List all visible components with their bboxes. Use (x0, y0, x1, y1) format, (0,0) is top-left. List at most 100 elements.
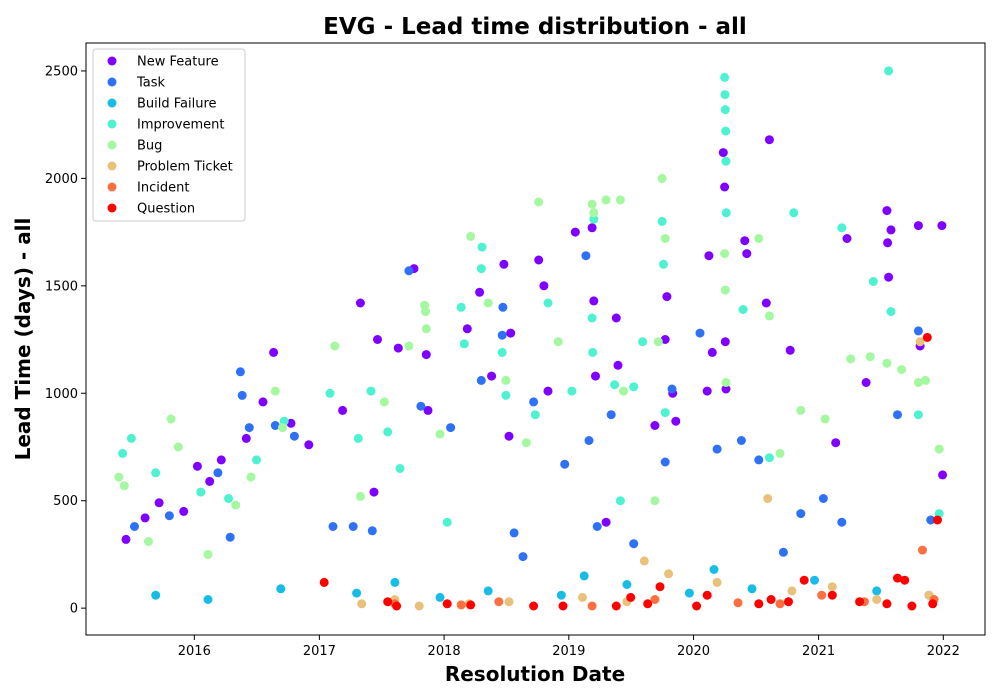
legend-marker (107, 140, 117, 150)
data-point (789, 208, 799, 218)
data-point (721, 378, 731, 387)
legend: New Feature Task Build Failure Improvement B… (92, 48, 246, 222)
data-point (506, 328, 516, 338)
data-point (319, 577, 329, 587)
legend-label: Bug (137, 139, 162, 154)
data-point (121, 534, 131, 544)
data-point (900, 575, 910, 585)
data-point (761, 298, 771, 308)
plot-frame (85, 42, 986, 636)
data-point (144, 537, 153, 546)
y-tick-label: 0 (70, 602, 78, 617)
data-point (720, 249, 730, 259)
data-point (328, 522, 338, 531)
data-point (660, 457, 670, 467)
data-point (487, 371, 497, 381)
data-point (775, 599, 785, 609)
data-point (660, 335, 670, 344)
data-point (754, 234, 764, 243)
data-point (539, 281, 549, 291)
data-point (842, 234, 852, 243)
data-point (379, 397, 389, 407)
data-point (655, 582, 665, 592)
data-point (587, 223, 597, 233)
data-point (154, 498, 164, 508)
data-point (882, 206, 892, 216)
data-point (933, 515, 942, 525)
data-point (423, 405, 433, 415)
data-point (721, 156, 731, 166)
data-point (907, 601, 917, 611)
data-point (707, 347, 717, 357)
legend-marker (107, 182, 117, 192)
data-point (456, 600, 466, 610)
data-point (650, 421, 660, 430)
data-point (592, 522, 602, 531)
data-point (818, 494, 828, 503)
data-point (462, 324, 472, 334)
data-point (720, 72, 730, 82)
data-point (543, 298, 553, 308)
data-point (166, 414, 176, 424)
data-point (173, 442, 183, 452)
data-point (501, 390, 511, 400)
data-point (886, 225, 896, 235)
data-point (499, 259, 509, 269)
data-point (119, 481, 129, 491)
data-point (289, 431, 299, 441)
data-point (897, 365, 907, 375)
data-point (736, 436, 746, 445)
data-point (601, 195, 611, 205)
data-point (720, 90, 730, 100)
data-point (241, 433, 251, 443)
data-point (720, 182, 730, 192)
legend-marker (107, 98, 117, 108)
legend-label: Problem Ticket (137, 160, 233, 175)
data-point (764, 311, 774, 321)
data-point (702, 590, 712, 600)
data-point (392, 601, 402, 611)
data-point (237, 390, 247, 400)
data-point (629, 382, 639, 392)
data-point (504, 431, 514, 441)
data-point (664, 569, 674, 579)
data-point (494, 597, 504, 607)
data-point (747, 584, 757, 594)
data-point (775, 448, 785, 458)
legend-label: Task (136, 76, 166, 91)
data-point (764, 453, 774, 463)
data-point (639, 556, 649, 566)
data-point (353, 433, 363, 443)
data-point (882, 358, 892, 368)
data-point (626, 592, 636, 602)
data-point (712, 577, 722, 587)
data-point (483, 298, 493, 308)
data-point (613, 360, 623, 370)
data-point (421, 350, 431, 360)
x-tick-label: 2018 (428, 644, 461, 659)
data-point (466, 231, 476, 241)
data-point (695, 328, 705, 338)
data-point (868, 277, 878, 286)
data-point (619, 386, 628, 396)
data-point (529, 397, 539, 407)
legend-marker (107, 161, 117, 171)
y-tick-label: 2000 (45, 172, 78, 187)
data-point (740, 236, 750, 246)
x-tick-label: 2019 (552, 644, 585, 659)
series-bug (114, 173, 944, 559)
data-point (570, 227, 580, 237)
data-point (913, 410, 923, 420)
y-tick-label: 2500 (45, 64, 78, 79)
legend-marker (107, 203, 117, 213)
data-point (270, 386, 280, 396)
data-point (521, 438, 531, 448)
data-point (196, 487, 206, 497)
x-tick-label: 2020 (677, 644, 710, 659)
data-point (601, 517, 611, 527)
data-point (702, 386, 712, 396)
legend-marker (107, 119, 117, 129)
data-point (657, 173, 667, 183)
data-point (560, 459, 570, 469)
data-point (615, 496, 625, 506)
